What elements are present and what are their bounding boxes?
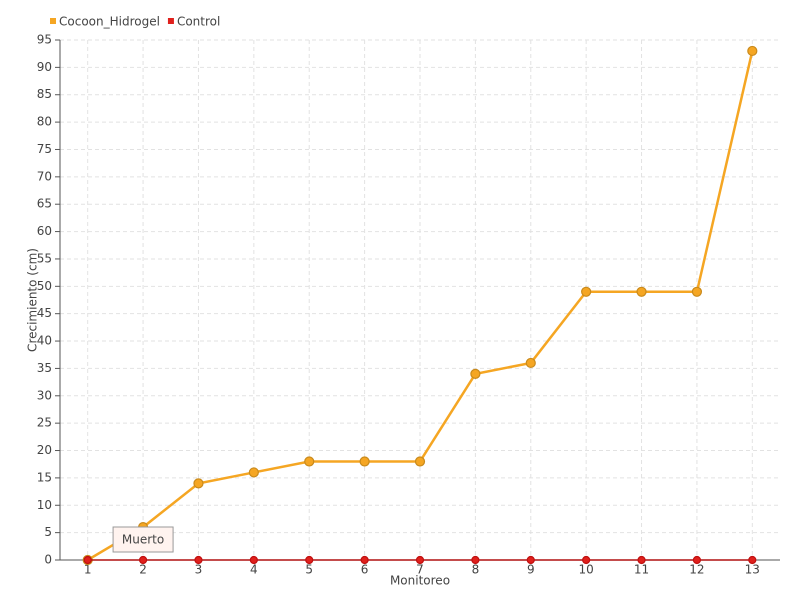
y-tick-label: 70	[37, 169, 52, 183]
data-point	[138, 555, 148, 565]
data-point	[414, 456, 426, 467]
x-tick-label: 5	[305, 563, 313, 577]
y-tick-label: 75	[37, 142, 52, 156]
data-point	[471, 555, 480, 565]
data-point	[748, 555, 757, 565]
x-tick-label: 3	[195, 563, 203, 577]
data-point	[637, 555, 646, 565]
y-tick-label: 0	[44, 553, 52, 567]
y-tick-label: 50	[37, 279, 52, 293]
y-tick-label: 55	[37, 251, 52, 265]
legend-swatch	[50, 18, 56, 24]
tooltip-text: Muerto	[122, 533, 164, 547]
x-tick-label: 6	[361, 563, 369, 577]
y-tick-label: 30	[37, 388, 52, 402]
y-tick-label: 15	[37, 470, 52, 484]
y-tick-label: 95	[37, 33, 52, 47]
y-axis-title: Crecimiento (cm)	[26, 248, 40, 352]
data-point	[305, 555, 314, 565]
data-point	[249, 555, 258, 565]
y-tick-label: 25	[37, 416, 52, 430]
x-tick-label: 12	[689, 563, 704, 577]
data-point	[193, 478, 204, 489]
data-point	[304, 456, 315, 467]
data-point	[415, 555, 425, 565]
x-tick-label: 2	[139, 563, 147, 577]
data-point	[360, 555, 369, 565]
data-point	[636, 286, 647, 297]
x-tick-label: 8	[472, 563, 480, 577]
x-tick-label: 9	[527, 563, 535, 577]
y-tick-label: 5	[44, 525, 52, 539]
x-axis-title: Monitoreo	[390, 574, 450, 588]
y-tick-label: 90	[37, 60, 52, 74]
legend-swatch	[167, 18, 174, 24]
x-tick-label: 7	[416, 563, 424, 577]
data-point	[83, 555, 92, 565]
y-tick-label: 10	[37, 498, 52, 512]
x-tick-label: 10	[579, 563, 594, 577]
y-tick-label: 40	[37, 334, 52, 348]
legend-label: Cocoon_Hidrogel	[59, 15, 160, 29]
x-tick-label: 13	[745, 563, 760, 577]
data-point	[582, 555, 591, 565]
y-tick-label: 20	[37, 443, 52, 457]
y-tick-label: 35	[37, 361, 52, 375]
data-point	[747, 45, 758, 57]
tooltip-box	[112, 526, 174, 553]
y-tick-label: 80	[37, 115, 52, 129]
y-tick-label: 45	[37, 306, 52, 320]
y-tick-label: 60	[37, 224, 52, 238]
y-tick-label: 65	[37, 197, 52, 211]
data-point	[359, 456, 370, 467]
x-tick-label: 1	[84, 563, 92, 577]
legend-label: Control	[177, 15, 220, 29]
data-point	[525, 357, 536, 369]
y-tick-label: 85	[37, 87, 52, 101]
data-point	[581, 286, 592, 297]
data-point	[691, 286, 703, 297]
x-tick-label: 4	[250, 563, 258, 577]
data-point	[692, 555, 702, 565]
data-point	[248, 467, 259, 478]
data-point	[470, 368, 481, 379]
data-point	[526, 555, 535, 565]
data-point	[194, 555, 203, 565]
x-tick-label: 11	[634, 563, 649, 577]
